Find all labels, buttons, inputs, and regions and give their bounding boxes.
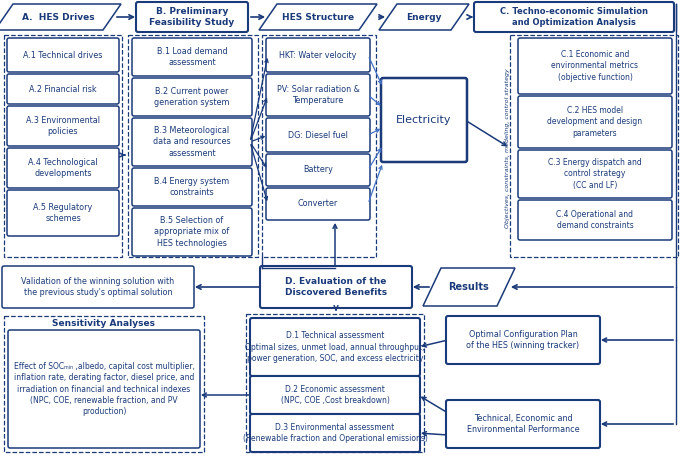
Text: B.4 Energy system
constraints: B.4 Energy system constraints — [154, 177, 229, 197]
Text: B. Preliminary
Feasibility Study: B. Preliminary Feasibility Study — [149, 7, 235, 27]
Text: Optimal Configuration Plan
of the HES (winning tracker): Optimal Configuration Plan of the HES (w… — [466, 330, 580, 350]
FancyBboxPatch shape — [132, 78, 252, 116]
Polygon shape — [259, 4, 377, 30]
Text: D. Evaluation of the
Discovered Benefits: D. Evaluation of the Discovered Benefits — [285, 277, 387, 297]
FancyBboxPatch shape — [518, 200, 672, 240]
Text: C.2 HES model
development and design
parameters: C.2 HES model development and design par… — [547, 106, 643, 137]
FancyBboxPatch shape — [381, 78, 467, 162]
Text: B.2 Current power
generation system: B.2 Current power generation system — [154, 87, 229, 107]
FancyBboxPatch shape — [132, 38, 252, 76]
Text: DG: Diesel fuel: DG: Diesel fuel — [288, 131, 348, 140]
FancyBboxPatch shape — [266, 118, 370, 152]
Text: A.3 Environmental
policies: A.3 Environmental policies — [26, 116, 100, 136]
Text: Electricity: Electricity — [396, 115, 451, 125]
FancyBboxPatch shape — [7, 106, 119, 146]
FancyBboxPatch shape — [266, 188, 370, 220]
FancyBboxPatch shape — [446, 400, 600, 448]
Polygon shape — [0, 4, 121, 30]
FancyBboxPatch shape — [250, 318, 420, 376]
FancyBboxPatch shape — [250, 414, 420, 452]
FancyBboxPatch shape — [132, 208, 252, 256]
FancyBboxPatch shape — [446, 316, 600, 364]
Text: A.1 Technical drives: A.1 Technical drives — [23, 50, 103, 60]
FancyBboxPatch shape — [7, 148, 119, 188]
Text: Objectives, constraints, modeling, control strategy: Objectives, constraints, modeling, contr… — [506, 68, 510, 228]
Text: D.1 Technical assessment
Optimal sizes, unmet load, annual throughput,
power gen: D.1 Technical assessment Optimal sizes, … — [245, 332, 425, 363]
FancyBboxPatch shape — [136, 2, 248, 32]
Bar — [262, 35, 376, 257]
Text: A.5 Regulatory
schemes: A.5 Regulatory schemes — [34, 203, 92, 223]
Text: C. Techno-economic Simulation
and Optimization Analysis: C. Techno-economic Simulation and Optimi… — [500, 7, 648, 27]
Text: A.4 Technological
developments: A.4 Technological developments — [28, 158, 98, 178]
FancyBboxPatch shape — [266, 74, 370, 116]
FancyBboxPatch shape — [518, 150, 672, 198]
Text: B.1 Load demand
assessment: B.1 Load demand assessment — [157, 47, 227, 67]
Text: B.5 Selection of
appropriate mix of
HES technologies: B.5 Selection of appropriate mix of HES … — [154, 216, 229, 248]
Bar — [4, 35, 122, 257]
Text: Converter: Converter — [298, 200, 338, 208]
FancyBboxPatch shape — [266, 38, 370, 72]
Text: HES Structure: HES Structure — [282, 12, 354, 22]
Text: Battery: Battery — [303, 165, 333, 174]
FancyBboxPatch shape — [132, 118, 252, 166]
FancyBboxPatch shape — [2, 266, 194, 308]
Text: PV: Solar radiation &
Temperature: PV: Solar radiation & Temperature — [277, 85, 360, 105]
Text: Effect of SOCₘᵢₙ ,albedo, capital cost multiplier,
inflation rate, derating fact: Effect of SOCₘᵢₙ ,albedo, capital cost m… — [14, 362, 195, 416]
FancyBboxPatch shape — [8, 330, 200, 448]
FancyBboxPatch shape — [7, 74, 119, 104]
Text: C.1 Economic and
environmental metrics
(objective function): C.1 Economic and environmental metrics (… — [551, 50, 638, 82]
Text: Technical, Economic and
Environmental Performance: Technical, Economic and Environmental Pe… — [466, 414, 580, 434]
FancyBboxPatch shape — [250, 376, 420, 414]
Text: A.  HES Drives: A. HES Drives — [22, 12, 95, 22]
FancyBboxPatch shape — [7, 190, 119, 236]
Text: HKT: Water velocity: HKT: Water velocity — [279, 50, 357, 60]
FancyBboxPatch shape — [7, 38, 119, 72]
Bar — [510, 35, 678, 257]
Bar — [4, 316, 204, 452]
FancyBboxPatch shape — [132, 168, 252, 206]
Text: Results: Results — [449, 282, 489, 292]
Text: B.3 Meteorological
data and resources
assessment: B.3 Meteorological data and resources as… — [153, 126, 231, 158]
Bar — [246, 314, 424, 452]
Text: C.4 Operational and
demand constraints: C.4 Operational and demand constraints — [556, 210, 634, 230]
Bar — [128, 35, 258, 257]
Polygon shape — [423, 268, 515, 306]
FancyBboxPatch shape — [260, 266, 412, 308]
Text: Sensitivity Analyses: Sensitivity Analyses — [53, 318, 155, 327]
FancyBboxPatch shape — [518, 38, 672, 94]
Text: Validation of the winning solution with
the previous study's optimal solution: Validation of the winning solution with … — [21, 277, 175, 297]
Text: D.2 Economic assessment
(NPC, COE ,Cost breakdown): D.2 Economic assessment (NPC, COE ,Cost … — [281, 385, 390, 405]
FancyBboxPatch shape — [266, 154, 370, 186]
Polygon shape — [379, 4, 469, 30]
Text: Energy: Energy — [406, 12, 442, 22]
FancyBboxPatch shape — [518, 96, 672, 148]
Text: D.3 Environmental assessment
(Renewable fraction and Operational emissions): D.3 Environmental assessment (Renewable … — [242, 423, 427, 443]
FancyBboxPatch shape — [474, 2, 674, 32]
Text: C.3 Energy dispatch and
control strategy
(CC and LF): C.3 Energy dispatch and control strategy… — [548, 158, 642, 190]
Text: A.2 Financial risk: A.2 Financial risk — [29, 84, 97, 93]
